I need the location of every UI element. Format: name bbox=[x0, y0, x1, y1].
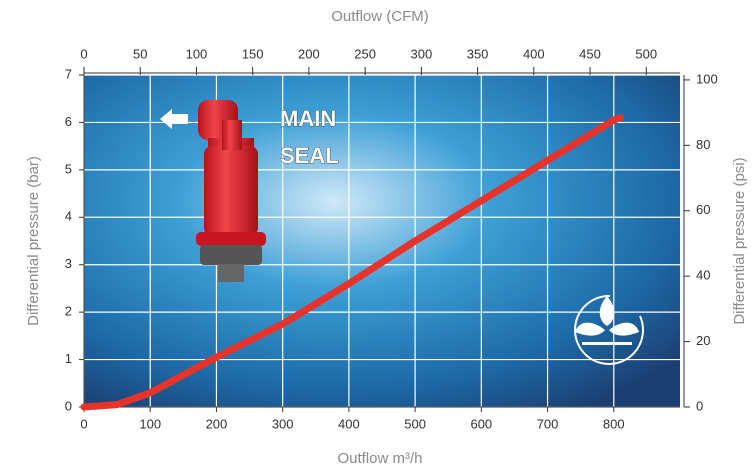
x-tick-label: 700 bbox=[537, 416, 559, 431]
y-tick-label: 0 bbox=[65, 398, 72, 413]
y-tick-label: 4 bbox=[65, 209, 72, 224]
y2-tick-label: 0 bbox=[696, 398, 703, 413]
x2-tick-label: 400 bbox=[523, 46, 545, 61]
x-axis-title: Outflow m³/h bbox=[337, 450, 422, 467]
annotation: SEAL bbox=[280, 143, 339, 168]
x2-tick-label: 250 bbox=[354, 46, 376, 61]
y-tick-label: 7 bbox=[65, 66, 72, 81]
y2-tick-label: 80 bbox=[696, 137, 710, 152]
x2-tick-label: 150 bbox=[242, 46, 264, 61]
y2-tick-label: 100 bbox=[696, 71, 718, 86]
y-tick-label: 6 bbox=[65, 114, 72, 129]
y2-tick-label: 20 bbox=[696, 333, 710, 348]
x2-tick-label: 200 bbox=[298, 46, 320, 61]
y-axis-title: Differential pressure (bar) bbox=[25, 156, 42, 326]
x-tick-label: 500 bbox=[404, 416, 426, 431]
y2-tick-label: 60 bbox=[696, 202, 710, 217]
plot-area bbox=[84, 75, 680, 407]
y-tick-label: 1 bbox=[65, 351, 72, 366]
x2-tick-label: 450 bbox=[579, 46, 601, 61]
x-tick-label: 200 bbox=[206, 416, 228, 431]
x-tick-label: 800 bbox=[603, 416, 625, 431]
y2-tick-label: 40 bbox=[696, 268, 710, 283]
x2-tick-label: 500 bbox=[635, 46, 657, 61]
y-tick-label: 3 bbox=[65, 256, 72, 271]
valve-illustration bbox=[160, 100, 266, 282]
x2-tick-label: 50 bbox=[133, 46, 147, 61]
annotation: MAIN bbox=[280, 106, 336, 131]
x-tick-label: 600 bbox=[470, 416, 492, 431]
x-tick-label: 300 bbox=[272, 416, 294, 431]
x2-tick-label: 0 bbox=[80, 46, 87, 61]
logo bbox=[574, 294, 645, 365]
x2-tick-label: 100 bbox=[186, 46, 208, 61]
y2-axis-title: Differential pressure (psi) bbox=[731, 157, 748, 324]
y-tick-label: 2 bbox=[65, 304, 72, 319]
y-tick-label: 5 bbox=[65, 161, 72, 176]
x-tick-label: 0 bbox=[80, 416, 87, 431]
top-axis-title: Outflow (CFM) bbox=[331, 8, 429, 25]
x2-tick-label: 300 bbox=[411, 46, 433, 61]
x-tick-label: 400 bbox=[338, 416, 360, 431]
x2-tick-label: 350 bbox=[467, 46, 489, 61]
data-line bbox=[80, 114, 624, 411]
x-tick-label: 100 bbox=[139, 416, 161, 431]
